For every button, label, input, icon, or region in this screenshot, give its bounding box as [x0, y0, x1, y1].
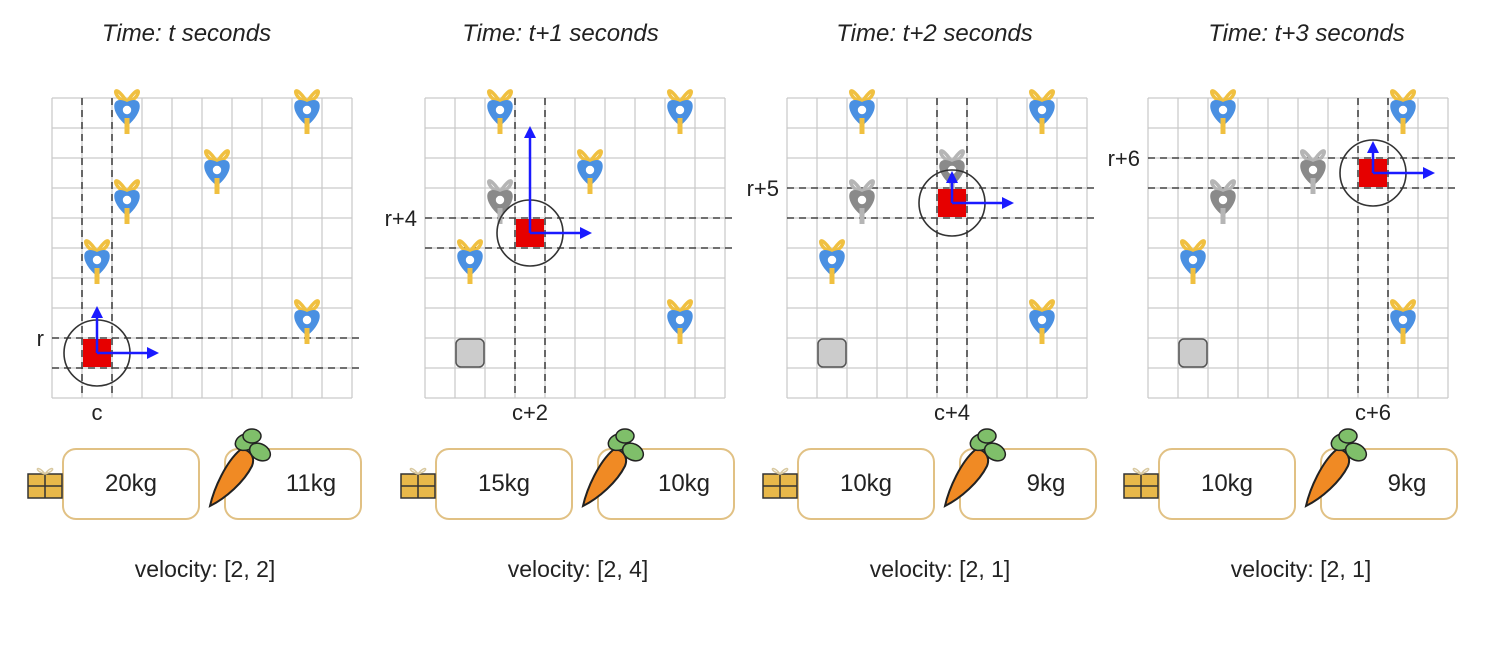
- box-weight-card: 10kg: [1158, 448, 1296, 520]
- ribbon-heart-icon: [1029, 89, 1055, 134]
- ribbon-heart-icon: [667, 89, 693, 134]
- ribbon-heart-icon: [114, 179, 140, 224]
- velocity-label: velocity: [2, 4]: [507, 556, 649, 582]
- carrot-weight-value: 11kg: [285, 470, 337, 497]
- box-weight-value: 10kg: [839, 470, 893, 497]
- velocity-label: velocity: [2, 2]: [134, 556, 276, 582]
- ribbon-heart-icon: [1390, 299, 1416, 344]
- carrot-weight-value: 9kg: [1026, 470, 1066, 497]
- ribbon-heart-icon: [294, 89, 320, 134]
- ribbon-heart-icon: [294, 299, 320, 344]
- ribbon-heart-icon: [1210, 89, 1236, 134]
- grid-map: [1147, 89, 1456, 399]
- time-panel-3: Time: t+2 seconds r+5 c+4 10kg 9kg velocity: …: [746, 0, 1121, 670]
- gift-box-icon: [400, 467, 436, 499]
- panel-title: Time: t+3 seconds: [1208, 20, 1405, 47]
- ribbon-heart-icon: [487, 89, 513, 134]
- row-label: r+4: [384, 206, 417, 231]
- grid-map: [51, 89, 360, 399]
- carrot-icon: [943, 428, 1007, 508]
- ribbon-heart-icon: [1180, 239, 1206, 284]
- carrot-icon: [1304, 428, 1368, 508]
- grid-map: [786, 89, 1095, 399]
- box-weight-value: 20kg: [104, 470, 158, 497]
- gift-box-icon: [1123, 467, 1159, 499]
- velocity-arrows: [524, 126, 592, 239]
- faded-object-icon: [1210, 179, 1236, 224]
- ribbon-heart-icon: [84, 239, 110, 284]
- row-label: r+5: [746, 176, 779, 201]
- carrot-weight-value: 10kg: [657, 470, 711, 497]
- grid-map: [424, 89, 733, 399]
- obstacle-block: [1178, 338, 1208, 368]
- gift-box-icon: [27, 467, 63, 499]
- carrot-icon: [208, 428, 272, 508]
- box-weight-value: 10kg: [1200, 470, 1254, 497]
- time-panel-4: Time: t+3 seconds r+6 c+6 10kg 9kg velocity: …: [1108, 0, 1493, 670]
- panel-title: Time: t+2 seconds: [836, 20, 1033, 47]
- ribbon-heart-icon: [577, 149, 603, 194]
- ribbon-heart-icon: [204, 149, 230, 194]
- time-panel-2: Time: t+1 seconds r+4 c+2 15kg 10kg velocity:…: [374, 0, 747, 670]
- carrot-weight-card: 11kg: [224, 448, 362, 520]
- box-weight-card: 10kg: [797, 448, 935, 520]
- col-label: c: [91, 400, 103, 425]
- time-panel-1: Time: t seconds r c 20kg 11kg velocity: [2, 2…: [0, 0, 373, 670]
- ribbon-heart-icon: [1390, 89, 1416, 134]
- box-weight-card: 20kg: [62, 448, 200, 520]
- ribbon-heart-icon: [819, 239, 845, 284]
- ribbon-heart-icon: [1029, 299, 1055, 344]
- row-label: r+6: [1107, 146, 1140, 171]
- ribbon-heart-icon: [849, 89, 875, 134]
- box-weight-card: 15kg: [435, 448, 573, 520]
- panel-title: Time: t+1 seconds: [462, 20, 659, 47]
- obstacle-block: [817, 338, 847, 368]
- faded-object-icon: [849, 179, 875, 224]
- ribbon-heart-icon: [114, 89, 140, 134]
- obstacle-block: [455, 338, 485, 368]
- row-label: r: [36, 326, 44, 351]
- velocity-label: velocity: [2, 1]: [1230, 556, 1372, 582]
- col-label: c+4: [933, 400, 971, 425]
- velocity-label: velocity: [2, 1]: [869, 556, 1011, 582]
- velocity-arrows: [91, 306, 159, 359]
- gift-box-icon: [762, 467, 798, 499]
- velocity-arrows: [1367, 141, 1435, 179]
- ribbon-heart-icon: [457, 239, 483, 284]
- carrot-icon: [581, 428, 645, 508]
- col-label: c+2: [511, 400, 549, 425]
- carrot-weight-value: 9kg: [1387, 470, 1427, 497]
- velocity-arrows: [946, 171, 1014, 209]
- dashed-guides: [1148, 98, 1456, 398]
- col-label: c+6: [1354, 400, 1392, 425]
- dashed-guides: [787, 98, 1095, 398]
- panel-title: Time: t seconds: [101, 20, 272, 47]
- ribbon-heart-icon: [667, 299, 693, 344]
- box-weight-value: 15kg: [477, 470, 531, 497]
- faded-object-icon: [1300, 149, 1326, 194]
